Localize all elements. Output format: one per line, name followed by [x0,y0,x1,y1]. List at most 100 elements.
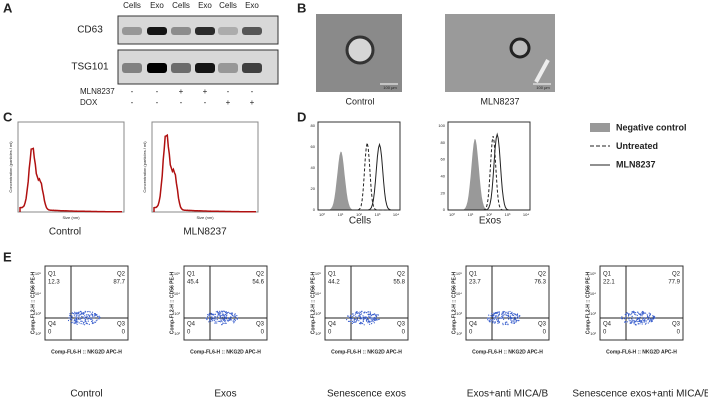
event [489,319,491,321]
event [78,315,80,317]
event [495,319,498,321]
band [218,63,238,73]
axis-label: Comp-FL2-H :: CD56 PE-H [169,272,175,335]
event [365,312,368,314]
event [84,315,86,317]
event [491,312,493,315]
x-tick-label: 10⁰ [319,212,325,217]
event [505,321,507,323]
event [221,316,224,318]
event [219,315,221,317]
event [487,319,489,321]
band [147,27,167,35]
event [224,322,226,324]
event [218,320,221,322]
event [93,317,95,319]
axis-label: Comp-FL6-H :: NKG2D APC-H [472,349,543,355]
event [372,314,374,316]
event [642,311,645,313]
event [373,322,375,324]
y-tick-label: 0 [443,207,446,212]
event [374,319,376,321]
band [242,27,262,35]
event [80,320,82,322]
event [364,312,366,314]
y-tick-label: 10⁵ [456,271,462,276]
event [214,313,216,315]
quadrant-name: Q1 [48,272,57,278]
quadrant-name: Q3 [672,322,681,328]
event [639,320,641,323]
event [71,319,73,321]
event [502,313,504,315]
event [508,318,510,320]
event [642,313,644,315]
event [219,310,221,312]
event [228,318,230,320]
event [361,311,363,313]
event [80,310,82,313]
x-tick-label: 10⁴ [393,212,399,217]
treatment-name: MLN8237 [80,87,115,96]
event [509,317,511,319]
event [369,321,371,323]
event [352,316,354,318]
band [122,27,142,35]
event [493,318,495,320]
event [491,320,493,322]
quadrant-value: 45.4 [187,280,199,286]
event [491,315,493,317]
event [373,320,375,322]
event [651,320,653,322]
size-distribution [19,147,122,213]
event [628,320,630,322]
panel-label: D [297,109,306,124]
event [81,320,83,322]
event [370,319,372,321]
event [354,318,356,320]
event [227,311,230,313]
event [649,318,652,320]
event [507,311,509,313]
x-tick-label: 10³ [505,212,511,217]
event [645,317,647,319]
event [492,321,494,323]
event [81,315,83,318]
x-tick-label: 10³ [375,212,381,217]
event [502,315,504,317]
event [359,321,362,323]
event [88,314,90,316]
column-header: Exo [245,1,259,10]
event [224,311,226,313]
y-tick-label: 10⁴ [590,291,596,296]
event [375,318,377,320]
event [87,318,89,320]
event [227,319,229,321]
quadrant-name: Q1 [328,272,337,278]
event [643,312,646,314]
event [215,317,217,319]
event [220,314,222,316]
column-header: Exo [198,1,212,10]
panel-label: E [3,249,12,264]
event [205,317,207,319]
event [634,321,636,323]
caption: Cells [349,216,371,227]
event [219,317,221,319]
event [650,319,652,321]
event [639,316,641,318]
band [171,27,191,35]
event [628,314,630,316]
event [234,321,236,323]
event [221,320,223,322]
event [494,315,496,317]
axis-label: Comp-FL6-H :: NKG2D APC-H [606,349,677,355]
event [649,315,651,317]
sign: - [180,98,183,107]
event [216,318,218,321]
event [213,314,215,316]
y-tick-label: 0 [313,207,316,212]
event [516,315,519,317]
event [511,311,513,313]
event [90,317,93,319]
